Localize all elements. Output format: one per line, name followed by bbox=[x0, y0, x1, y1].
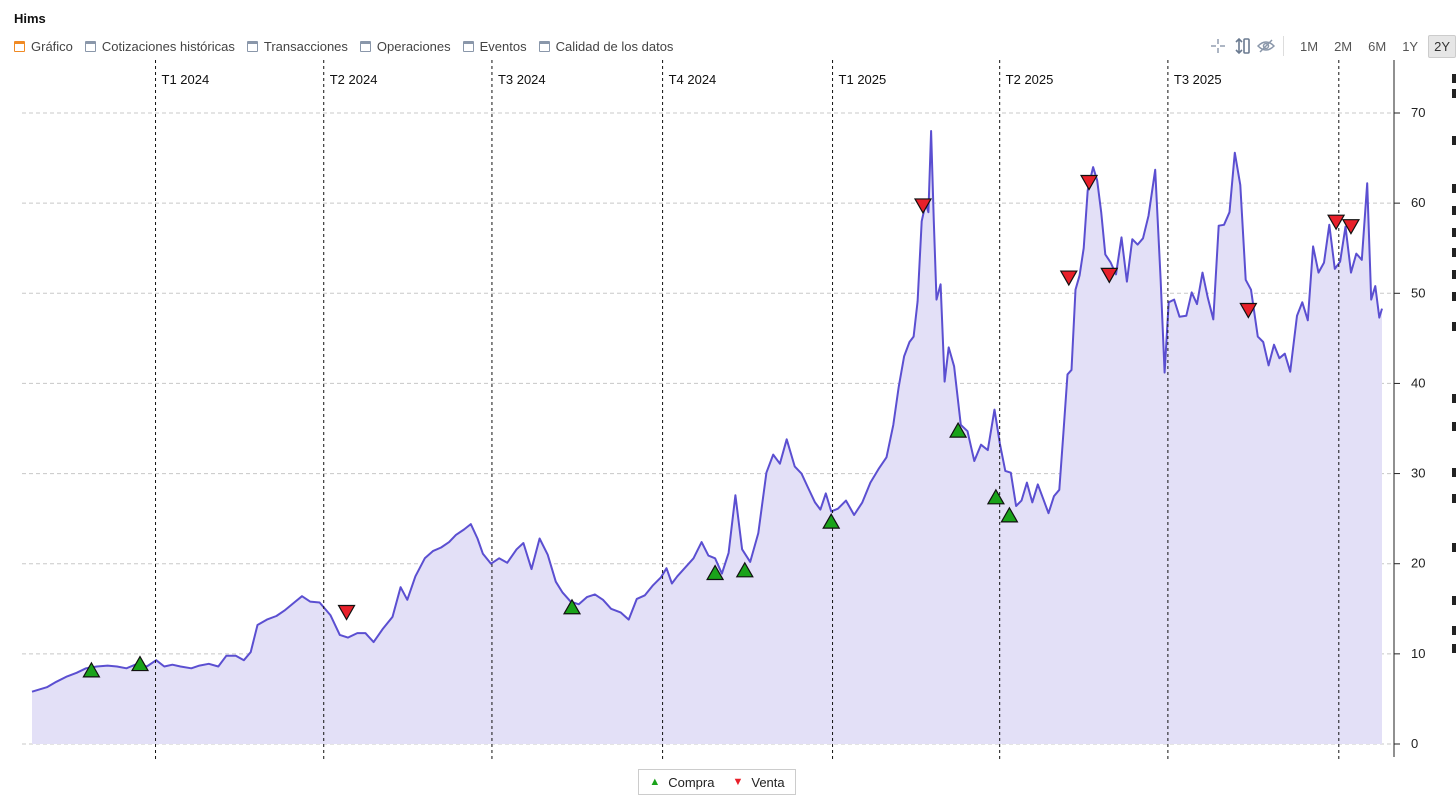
clipped-text-stub bbox=[1452, 206, 1456, 215]
tab-label: Gráfico bbox=[31, 38, 73, 54]
y-tick-label: 30 bbox=[1411, 466, 1425, 481]
clipped-text-stub bbox=[1452, 596, 1456, 605]
price-line bbox=[31, 130, 1383, 693]
price-chart[interactable]: 0 10 20 30 40 50 60 70 T1 2024 T2 2024 T3 2024 T4 2… bbox=[0, 60, 1456, 760]
buy-marker bbox=[949, 421, 968, 438]
quarter-label: T3 2025 bbox=[1174, 72, 1222, 87]
clipped-text-stub bbox=[1452, 248, 1456, 257]
buy-marker bbox=[735, 561, 754, 578]
clipped-text-stub bbox=[1452, 422, 1456, 431]
table-tab-icon bbox=[84, 40, 96, 52]
legend-buy[interactable]: ▲ Compra bbox=[649, 775, 714, 790]
crosshair-icon[interactable] bbox=[1207, 35, 1229, 57]
range-2m-button[interactable]: 2M bbox=[1334, 38, 1353, 54]
vertical-scale-icon[interactable] bbox=[1231, 35, 1253, 57]
buy-marker bbox=[562, 598, 582, 615]
clipped-text-stub bbox=[1452, 644, 1456, 653]
legend-buy-label: Compra bbox=[668, 774, 715, 790]
table-tab-icon bbox=[246, 40, 258, 52]
sell-triangle-icon: ▼ bbox=[732, 776, 744, 788]
price-area bbox=[32, 131, 1382, 744]
table-tab-icon bbox=[359, 40, 371, 52]
sell-marker bbox=[1327, 214, 1346, 231]
y-tick-label: 70 bbox=[1411, 105, 1425, 120]
tab-label: Calidad de los datos bbox=[555, 38, 674, 54]
clipped-text-stub bbox=[1452, 322, 1456, 331]
y-tick-label: 10 bbox=[1411, 646, 1425, 661]
hide-icon[interactable] bbox=[1255, 35, 1277, 57]
sell-marker bbox=[1341, 219, 1360, 235]
tab-label: Operaciones bbox=[376, 38, 451, 54]
table-tab-icon bbox=[462, 40, 474, 52]
clipped-text-stub bbox=[1452, 184, 1456, 193]
clipped-text-stub bbox=[1452, 494, 1456, 503]
range-1y-button[interactable]: 1Y bbox=[1402, 38, 1419, 54]
quarter-label: T2 2025 bbox=[1006, 72, 1054, 87]
buy-marker bbox=[1000, 506, 1019, 523]
clipped-text-stub bbox=[1452, 394, 1456, 403]
sell-marker bbox=[913, 198, 933, 215]
tab-label: Transacciones bbox=[263, 38, 348, 54]
clipped-text-stub bbox=[1452, 626, 1456, 635]
quarter-label: T1 2024 bbox=[162, 72, 210, 87]
buy-marker bbox=[706, 564, 725, 581]
sell-marker bbox=[1100, 267, 1119, 284]
y-tick-label: 0 bbox=[1411, 736, 1418, 751]
chart-tab-icon bbox=[14, 40, 25, 52]
range-2y-button[interactable]: 2Y bbox=[1428, 34, 1456, 58]
range-1m-button[interactable]: 1M bbox=[1300, 38, 1319, 54]
clipped-text-stub bbox=[1452, 292, 1456, 301]
tab-grafico[interactable]: Gráfico bbox=[14, 39, 73, 54]
clipped-text-stub bbox=[1452, 468, 1456, 477]
tab-label: Cotizaciones históricas bbox=[101, 38, 235, 54]
y-tick-label: 60 bbox=[1411, 195, 1425, 210]
buy-marker bbox=[822, 512, 841, 529]
legend-sell[interactable]: ▼ Venta bbox=[732, 775, 784, 790]
view-tabs: Gráfico Cotizaciones históricas Transacc… bbox=[14, 36, 685, 56]
tab-transacciones[interactable]: Transacciones bbox=[246, 38, 348, 54]
clipped-text-stub bbox=[1452, 136, 1456, 145]
tab-calidad-de-los-datos[interactable]: Calidad de los datos bbox=[538, 38, 674, 54]
buy-marker bbox=[986, 488, 1005, 505]
tab-operaciones[interactable]: Operaciones bbox=[359, 38, 451, 54]
quarter-label: T3 2024 bbox=[498, 72, 546, 87]
tab-cotizaciones-historicas[interactable]: Cotizaciones históricas bbox=[84, 38, 235, 54]
tab-eventos[interactable]: Eventos bbox=[462, 38, 527, 54]
buy-marker bbox=[130, 655, 150, 672]
sell-marker bbox=[337, 604, 356, 621]
sell-marker bbox=[1239, 302, 1258, 319]
clipped-text-stub bbox=[1452, 89, 1456, 98]
buy-marker bbox=[82, 661, 101, 678]
clipped-text-stub bbox=[1452, 543, 1456, 552]
clipped-side-panel bbox=[1452, 60, 1456, 760]
legend-sell-label: Venta bbox=[751, 774, 785, 790]
clipped-text-stub bbox=[1452, 74, 1456, 83]
sell-marker bbox=[1080, 174, 1099, 191]
clipped-text-stub bbox=[1452, 270, 1456, 279]
y-tick-label: 20 bbox=[1411, 556, 1425, 571]
buy-triangle-icon: ▲ bbox=[649, 776, 661, 788]
y-tick-label: 40 bbox=[1411, 375, 1425, 390]
quarter-label: T2 2024 bbox=[330, 72, 378, 87]
quarter-label: T4 2024 bbox=[669, 72, 717, 87]
clipped-text-stub bbox=[1452, 228, 1456, 237]
table-tab-icon bbox=[538, 40, 550, 52]
sell-marker bbox=[1059, 270, 1078, 287]
range-6m-button[interactable]: 6M bbox=[1368, 38, 1387, 54]
toolbar-divider bbox=[1283, 36, 1284, 56]
page-title: Hims bbox=[14, 11, 46, 26]
y-tick-label: 50 bbox=[1411, 285, 1425, 300]
chart-toolbar: 1M 2M 6M 1Y 2Y bbox=[1205, 34, 1456, 58]
chart-legend: ▲ Compra ▼ Venta bbox=[638, 769, 796, 795]
quarter-label: T1 2025 bbox=[839, 72, 887, 87]
tab-label: Eventos bbox=[479, 38, 527, 54]
